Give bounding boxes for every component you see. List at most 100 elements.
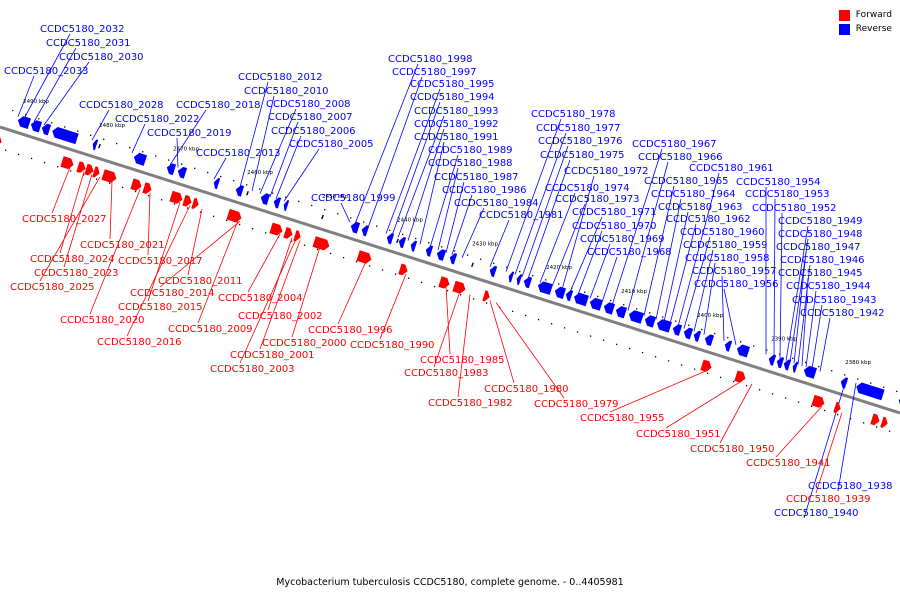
reverse-gene-arrow[interactable] [588,297,604,311]
gene-label[interactable]: CCDC5180_2015 [118,302,203,313]
reverse-gene-arrow[interactable] [671,323,683,336]
gene-label[interactable]: CCDC5180_1955 [580,413,665,424]
gene-label[interactable]: CCDC5180_2023 [34,268,119,279]
gene-label[interactable]: CCDC5180_1991 [414,132,499,143]
gene-label[interactable]: CCDC5180_2012 [238,72,323,83]
gene-label[interactable]: CCDC5180_1997 [392,67,477,78]
reverse-gene-arrow[interactable] [791,361,799,373]
reverse-gene-arrow[interactable] [51,126,79,145]
reverse-gene-arrow[interactable] [212,177,221,190]
reverse-gene-arrow[interactable] [602,301,616,315]
gene-label[interactable]: CCDC5180_1956 [694,279,779,290]
forward-gene-arrow[interactable] [870,413,881,427]
reverse-gene-arrow[interactable] [723,339,733,352]
gene-label[interactable]: CCDC5180_1940 [774,508,859,519]
forward-gene-arrow[interactable] [130,178,143,192]
reverse-gene-arrow[interactable] [91,139,99,151]
forward-gene-arrow[interactable] [811,394,826,409]
gene-label[interactable]: CCDC5180_1970 [572,221,657,232]
gene-label[interactable]: CCDC5180_2033 [4,66,89,77]
reverse-gene-arrow[interactable] [655,318,672,333]
gene-label[interactable]: CCDC5180_1989 [428,145,513,156]
reverse-gene-arrow[interactable] [782,358,792,371]
reverse-gene-arrow[interactable] [839,376,849,389]
forward-gene-arrow[interactable] [734,370,747,384]
reverse-gene-arrow[interactable] [259,192,271,205]
gene-label[interactable]: CCDC5180_2031 [46,38,131,49]
forward-gene-arrow[interactable] [60,156,75,170]
gene-label[interactable]: CCDC5180_1946 [780,255,865,266]
forward-gene-arrow[interactable] [142,182,153,195]
forward-gene-arrow[interactable] [283,226,294,240]
reverse-gene-arrow[interactable] [522,276,533,289]
gene-label[interactable]: CCDC5180_1945 [778,268,863,279]
gene-label[interactable]: CCDC5180_1959 [683,240,768,251]
forward-gene-arrow[interactable] [700,359,713,374]
gene-label[interactable]: CCDC5180_1988 [428,158,513,169]
gene-label[interactable]: CCDC5180_1974 [545,183,630,194]
forward-gene-arrow[interactable] [398,263,409,277]
gene-label[interactable]: CCDC5180_1965 [644,176,729,187]
gene-label[interactable]: CCDC5180_1995 [410,79,495,90]
gene-label[interactable]: CCDC5180_1941 [746,458,831,469]
gene-label[interactable]: CCDC5180_1942 [800,308,885,319]
gene-label[interactable]: CCDC5180_1992 [414,119,499,130]
reverse-gene-arrow[interactable] [349,221,361,234]
gene-label[interactable]: CCDC5180_2020 [60,315,145,326]
reverse-gene-arrow[interactable] [409,240,418,252]
gene-label[interactable]: CCDC5180_1983 [404,368,489,379]
reverse-gene-arrow[interactable] [132,152,148,166]
gene-label[interactable]: CCDC5180_2019 [147,128,232,139]
gene-label[interactable]: CCDC5180_1986 [442,185,527,196]
gene-label[interactable]: CCDC5180_1948 [778,229,863,240]
forward-gene-arrow[interactable] [169,190,184,205]
gene-label[interactable]: CCDC5180_1975 [540,150,625,161]
gene-label[interactable]: CCDC5180_1964 [651,189,736,200]
gene-label[interactable]: CCDC5180_1987 [434,172,519,183]
reverse-gene-arrow[interactable] [627,309,644,324]
reverse-gene-arrow[interactable] [385,232,395,245]
forward-gene-arrow[interactable] [833,401,842,414]
reverse-gene-arrow[interactable] [40,122,52,136]
gene-label[interactable]: CCDC5180_1977 [536,123,621,134]
gene-label[interactable]: CCDC5180_1967 [632,139,717,150]
reverse-gene-arrow[interactable] [29,119,43,133]
gene-label[interactable]: CCDC5180_2016 [97,337,182,348]
gene-label[interactable]: CCDC5180_1976 [538,136,623,147]
reverse-gene-arrow[interactable] [424,244,434,257]
reverse-gene-arrow[interactable] [572,292,589,307]
gene-label[interactable]: CCDC5180_2010 [244,86,329,97]
gene-label[interactable]: CCDC5180_2021 [80,240,165,251]
reverse-gene-arrow[interactable] [360,224,370,237]
forward-gene-arrow[interactable] [269,222,284,237]
reverse-gene-arrow[interactable] [282,199,290,212]
gene-label[interactable]: CCDC5180_1985 [420,355,505,366]
gene-label[interactable]: CCDC5180_1993 [414,106,499,117]
forward-gene-arrow[interactable] [356,250,373,265]
gene-label[interactable]: CCDC5180_2005 [289,139,374,150]
gene-label[interactable]: CCDC5180_2013 [196,148,281,159]
gene-label[interactable]: CCDC5180_2028 [79,100,164,111]
reverse-gene-arrow[interactable] [536,280,553,295]
forward-gene-arrow[interactable] [452,280,467,295]
forward-gene-arrow[interactable] [880,416,889,429]
forward-gene-arrow[interactable] [482,290,491,302]
gene-label[interactable]: CCDC5180_2004 [218,293,303,304]
reverse-gene-arrow[interactable] [234,184,245,197]
reverse-gene-arrow[interactable] [855,381,885,401]
forward-gene-arrow[interactable] [438,276,451,290]
gene-label[interactable]: CCDC5180_1952 [752,203,837,214]
gene-label[interactable]: CCDC5180_1954 [736,177,821,188]
gene-label[interactable]: CCDC5180_2000 [262,338,347,349]
gene-label[interactable]: CCDC5180_1949 [778,216,863,227]
gene-label[interactable]: CCDC5180_1969 [580,234,665,245]
gene-label[interactable]: CCDC5180_1943 [792,295,877,306]
gene-label[interactable]: CCDC5180_1979 [534,399,619,410]
gene-label[interactable]: CCDC5180_1973 [555,194,640,205]
gene-label[interactable]: CCDC5180_2009 [168,324,253,335]
reverse-gene-arrow[interactable] [692,330,702,342]
forward-gene-arrow[interactable] [101,169,118,184]
gene-label[interactable]: CCDC5180_2022 [115,114,200,125]
gene-label[interactable]: CCDC5180_1998 [388,54,473,65]
gene-label[interactable]: CCDC5180_2007 [268,112,353,123]
